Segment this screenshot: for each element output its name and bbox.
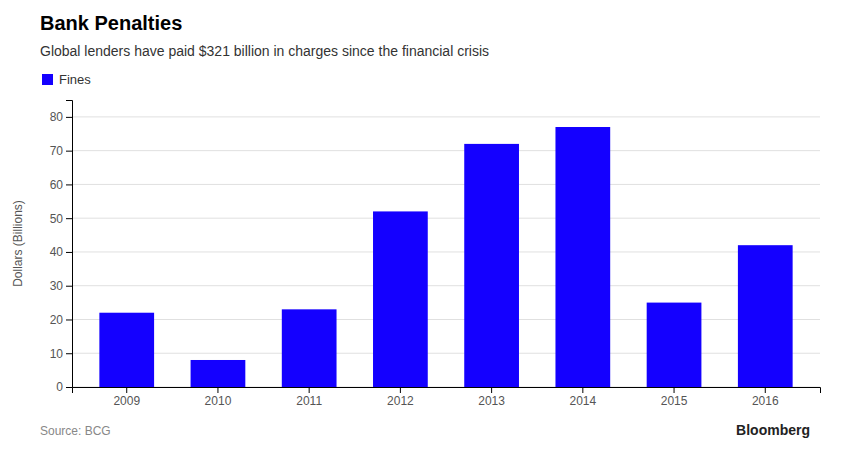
x-tick: 2010 [205, 387, 232, 408]
chart-container: Bank Penalties Global lenders have paid $… [0, 0, 850, 449]
y-tick-label: 40 [50, 245, 64, 259]
y-tick: 30 [50, 279, 72, 293]
chart: Bank Penalties Global lenders have paid $… [0, 0, 850, 449]
x-tick-mark [400, 387, 401, 393]
x-tick: 2009 [113, 387, 140, 408]
x-tick-mark [765, 387, 766, 393]
bar [738, 245, 793, 387]
x-tick-mark [491, 387, 492, 393]
x-tick: 2014 [569, 387, 596, 408]
y-tick-label: 10 [50, 347, 64, 361]
grid-line [72, 319, 820, 320]
grid-line [72, 184, 820, 185]
y-tick-label: 50 [50, 212, 64, 226]
subtitle: Global lenders have paid $321 billion in… [40, 43, 489, 59]
x-tick-label: 2011 [296, 394, 322, 408]
legend-item: Fines [42, 72, 91, 87]
y-tick-mark [66, 319, 72, 320]
x-tick-label: 2013 [478, 394, 505, 408]
bars [99, 127, 792, 387]
y-tick: 10 [50, 347, 72, 361]
y-tick-label: 80 [50, 110, 64, 124]
x-tick-label: 2012 [387, 394, 414, 408]
legend-swatch [42, 74, 53, 85]
y-tick-mark [66, 252, 72, 253]
y-tick-mark [66, 286, 72, 287]
y-tick: 60 [50, 178, 72, 192]
x-tick-label: 2010 [205, 394, 232, 408]
y-axis-title: Dollars (Billions) [11, 200, 25, 287]
legend: Fines [42, 72, 91, 87]
bar [99, 313, 154, 387]
y-tick-mark [66, 184, 72, 185]
x-tick-label: 2015 [661, 394, 688, 408]
y-tick-mark [66, 353, 72, 354]
x-tick-label: 2016 [752, 394, 779, 408]
bar [282, 309, 337, 387]
x-axis: 2009 2010 2011 2012 2013 2014 2015 2016 [73, 387, 821, 408]
bar [464, 144, 519, 387]
y-axis: 0 10 20 30 40 50 60 70 80 [50, 101, 73, 395]
y-tick-mark [66, 218, 72, 219]
y-tick: 80 [50, 110, 72, 124]
bar [191, 360, 246, 387]
x-tick: 2012 [387, 387, 414, 408]
grid-line [72, 218, 820, 219]
x-tick-label: 2009 [113, 394, 140, 408]
y-tick-mark [66, 117, 72, 118]
x-axis-line [73, 388, 821, 394]
x-tick: 2016 [752, 387, 779, 408]
grid-line [72, 116, 820, 117]
x-tick-mark [582, 387, 583, 393]
x-tick-mark [217, 387, 218, 393]
y-tick-label: 20 [50, 313, 64, 327]
y-tick-mark [66, 387, 72, 388]
y-tick-label: 60 [50, 178, 64, 192]
title: Bank Penalties [40, 12, 182, 34]
legend-label: Fines [59, 72, 91, 87]
bar [373, 211, 428, 387]
x-tick: 2013 [478, 387, 505, 408]
grid-line [72, 150, 820, 151]
y-tick: 50 [50, 212, 72, 226]
y-tick-label: 70 [50, 144, 64, 158]
grid-line [72, 251, 820, 252]
y-tick: 20 [50, 313, 72, 327]
y-tick-label: 0 [56, 380, 63, 394]
y-tick: 40 [50, 245, 72, 259]
plot: 0 10 20 30 40 50 60 70 80 2009 2010 2011 2012 2013 201… [50, 101, 821, 408]
y-tick-mark [66, 151, 72, 152]
x-tick-label: 2014 [569, 394, 596, 408]
y-tick: 70 [50, 144, 72, 158]
brand: Bloomberg [736, 422, 810, 438]
grid-line [72, 285, 820, 286]
x-tick-mark [309, 387, 310, 393]
y-axis-line [66, 101, 73, 388]
bar [555, 127, 610, 387]
source: Source: BCG [40, 424, 111, 438]
y-tick: 0 [56, 380, 72, 394]
x-tick-mark [126, 387, 127, 393]
grid [72, 117, 820, 387]
x-tick-mark [674, 387, 675, 393]
y-tick-label: 30 [50, 279, 64, 293]
bar [647, 303, 702, 387]
x-tick: 2011 [296, 387, 322, 408]
x-tick: 2015 [661, 387, 688, 408]
grid-line [72, 353, 820, 354]
